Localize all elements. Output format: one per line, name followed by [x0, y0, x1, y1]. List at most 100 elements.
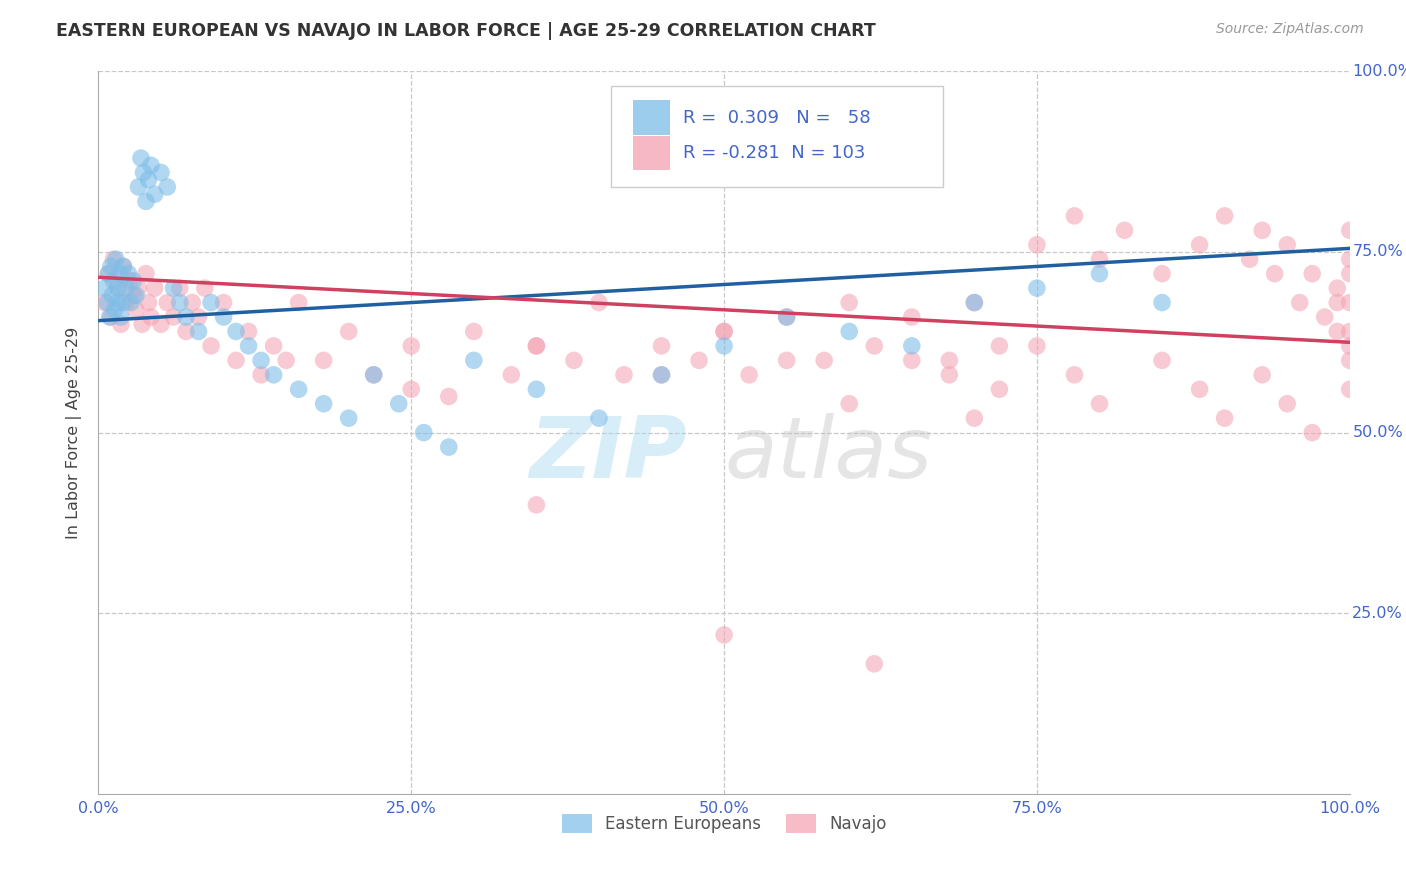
- Point: [1339, 223, 1361, 237]
- Point: [312, 397, 335, 411]
- Point: [1339, 267, 1361, 281]
- Point: [838, 397, 860, 411]
- Point: [115, 295, 138, 310]
- Point: [122, 274, 145, 288]
- Point: [138, 295, 160, 310]
- Point: [100, 260, 122, 274]
- Point: [938, 368, 960, 382]
- Point: [588, 295, 610, 310]
- Point: [501, 368, 523, 382]
- Point: [650, 368, 672, 382]
- Point: [162, 310, 184, 324]
- Point: [650, 368, 672, 382]
- Point: [437, 389, 460, 403]
- Point: [562, 353, 585, 368]
- Point: [776, 353, 799, 368]
- Point: [1339, 295, 1361, 310]
- Point: [1301, 425, 1323, 440]
- Point: [263, 339, 285, 353]
- Point: [93, 295, 115, 310]
- Point: [1277, 397, 1299, 411]
- Point: [143, 187, 166, 202]
- Point: [112, 260, 135, 274]
- Point: [150, 318, 173, 332]
- Point: [103, 252, 125, 267]
- Point: [287, 382, 309, 396]
- Point: [1150, 295, 1173, 310]
- Point: [97, 267, 120, 281]
- Point: [169, 281, 191, 295]
- Point: [613, 368, 636, 382]
- Point: [1339, 353, 1361, 368]
- Point: [127, 281, 149, 295]
- Point: [287, 295, 309, 310]
- Point: [127, 180, 149, 194]
- Point: [1339, 252, 1361, 267]
- Point: [863, 657, 886, 671]
- Point: [103, 274, 125, 288]
- Point: [1026, 237, 1049, 252]
- Point: [1188, 382, 1211, 396]
- Point: [104, 252, 127, 267]
- Point: [111, 295, 134, 310]
- Point: [1313, 310, 1336, 324]
- Point: [135, 194, 157, 209]
- Point: [1026, 281, 1049, 295]
- Point: [117, 267, 139, 281]
- Point: [174, 325, 197, 339]
- Point: [776, 310, 799, 324]
- Point: [238, 339, 260, 353]
- Text: 100.0%: 100.0%: [1353, 64, 1406, 78]
- Point: [1150, 353, 1173, 368]
- Point: [838, 325, 860, 339]
- FancyBboxPatch shape: [633, 100, 671, 135]
- Point: [274, 353, 298, 368]
- Text: atlas: atlas: [724, 413, 932, 496]
- Point: [963, 411, 986, 425]
- Point: [263, 368, 285, 382]
- Point: [363, 368, 385, 382]
- Point: [250, 353, 273, 368]
- Text: 75.0%: 75.0%: [1353, 244, 1403, 260]
- Point: [96, 295, 118, 310]
- Point: [181, 295, 204, 310]
- Point: [112, 260, 135, 274]
- Point: [713, 628, 735, 642]
- Point: [118, 274, 141, 288]
- Point: [138, 173, 160, 187]
- Point: [463, 325, 485, 339]
- Point: [1239, 252, 1261, 267]
- Point: [238, 325, 260, 339]
- Point: [93, 281, 115, 295]
- Point: [1063, 368, 1085, 382]
- Point: [129, 151, 152, 165]
- Point: [1088, 267, 1111, 281]
- Point: [131, 318, 153, 332]
- Point: [1213, 411, 1236, 425]
- Point: [776, 310, 799, 324]
- Point: [988, 382, 1011, 396]
- Point: [1339, 325, 1361, 339]
- Y-axis label: In Labor Force | Age 25-29: In Labor Force | Age 25-29: [66, 326, 83, 539]
- Point: [174, 310, 197, 324]
- Point: [401, 382, 423, 396]
- Point: [524, 382, 547, 396]
- Point: [105, 295, 128, 310]
- Point: [100, 310, 122, 324]
- Point: [463, 353, 485, 368]
- Point: [132, 165, 155, 179]
- Point: [110, 310, 132, 324]
- Point: [988, 339, 1011, 353]
- Point: [1088, 397, 1111, 411]
- Point: [115, 281, 138, 295]
- Point: [139, 158, 162, 172]
- Point: [1339, 339, 1361, 353]
- Point: [337, 325, 360, 339]
- Point: [1326, 295, 1348, 310]
- Point: [1114, 223, 1136, 237]
- Point: [650, 339, 672, 353]
- Point: [105, 281, 128, 295]
- Point: [194, 281, 217, 295]
- Point: [1251, 368, 1274, 382]
- Point: [156, 180, 179, 194]
